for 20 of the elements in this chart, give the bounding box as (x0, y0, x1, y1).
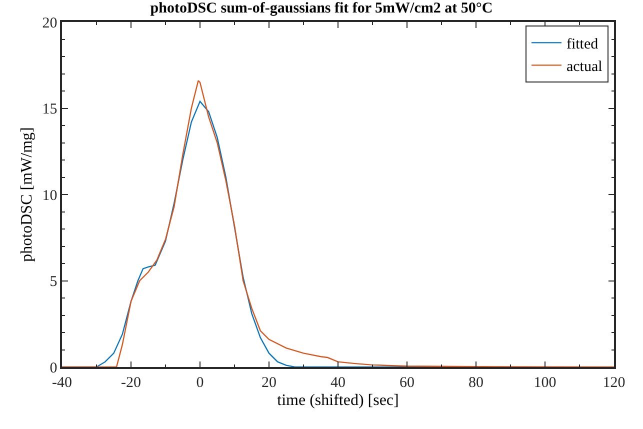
x-axis-title: time (shifted) [sec] (277, 392, 399, 409)
x-tick-label: 40 (330, 374, 346, 391)
y-tick-label: 15 (42, 102, 58, 118)
line-series (62, 80, 614, 367)
y-tick-label: 5 (50, 274, 58, 290)
y-axis-title: photoDSC [mW/mg] (18, 127, 36, 262)
y-tick-label: 20 (42, 15, 58, 32)
x-tick-label: 80 (468, 374, 484, 391)
y-tick-label: 0 (50, 360, 58, 376)
x-tick-label: 100 (534, 374, 556, 391)
legend-label: fitted (566, 36, 599, 53)
x-tick-label: 120 (602, 374, 626, 391)
x-tick-label: 20 (262, 374, 276, 391)
x-tick-label: 0 (196, 374, 204, 391)
chart-title: photoDSC sum-of-gaussians fit for 5mW/cm2 at 50°C (150, 0, 493, 17)
x-tick-label: -40 (52, 374, 72, 391)
legend-label: actual (566, 59, 602, 76)
y-tick-label: 10 (42, 188, 58, 204)
x-tick-label: 60 (400, 374, 414, 391)
x-tick-label: -20 (121, 374, 141, 391)
